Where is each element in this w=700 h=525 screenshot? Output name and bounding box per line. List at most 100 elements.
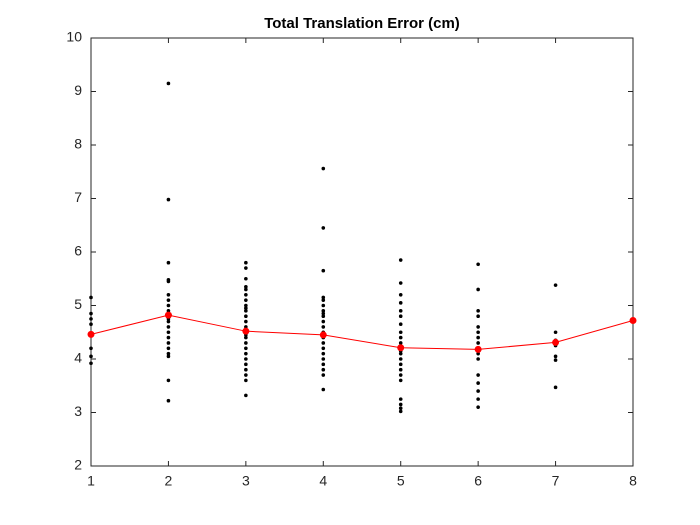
data-point	[166, 398, 171, 403]
data-point	[89, 322, 93, 327]
data-point	[244, 367, 248, 372]
data-point	[321, 295, 326, 300]
data-point	[476, 314, 480, 319]
data-point	[398, 397, 403, 401]
data-point	[244, 378, 248, 383]
data-point	[321, 314, 326, 319]
data-point	[476, 287, 480, 292]
data-point	[244, 276, 248, 281]
data-point	[398, 351, 403, 356]
data-point	[398, 335, 403, 340]
data-point	[244, 393, 248, 398]
data-point	[398, 301, 403, 305]
x-tick-label: 5	[397, 473, 405, 489]
x-tick-label: 4	[319, 473, 327, 489]
mean-marker	[319, 331, 327, 339]
y-tick-label: 2	[74, 457, 82, 473]
data-point	[244, 341, 248, 345]
data-point	[398, 309, 403, 313]
data-point	[244, 260, 248, 265]
data-point	[244, 266, 248, 270]
data-point	[476, 397, 480, 401]
x-tick-label: 7	[552, 473, 560, 489]
data-point	[89, 311, 93, 316]
data-point	[244, 346, 248, 351]
data-point	[398, 362, 403, 367]
data-point	[398, 258, 403, 262]
data-point	[321, 298, 326, 302]
mean-marker	[164, 311, 172, 319]
data-point	[166, 319, 171, 324]
data-point	[398, 367, 403, 372]
data-point	[321, 268, 326, 273]
data-point	[166, 341, 171, 345]
data-point	[398, 341, 403, 345]
data-point	[476, 357, 480, 361]
y-tick-label: 8	[74, 136, 82, 152]
data-point	[244, 314, 248, 319]
data-point	[476, 262, 480, 267]
data-point	[321, 303, 326, 308]
data-point	[166, 330, 171, 335]
data-point	[553, 385, 558, 390]
data-point	[166, 378, 171, 383]
data-point	[166, 279, 171, 284]
data-point	[398, 293, 403, 297]
data-point	[244, 298, 248, 302]
data-point	[166, 260, 171, 265]
data-point	[398, 322, 403, 327]
data-point	[553, 354, 558, 359]
data-point	[398, 357, 403, 361]
data-point	[398, 373, 403, 377]
y-tick-label: 3	[74, 403, 82, 419]
data-point	[321, 362, 326, 367]
data-point	[166, 197, 171, 202]
data-point	[398, 281, 403, 285]
data-point	[89, 354, 93, 359]
chart-title: Total Translation Error (cm)	[264, 15, 460, 32]
data-point	[244, 309, 248, 313]
data-point	[476, 373, 480, 377]
y-tick-label: 6	[74, 243, 82, 259]
data-point	[244, 335, 248, 340]
data-point	[321, 346, 326, 351]
data-point	[244, 351, 248, 356]
data-point	[321, 226, 326, 230]
data-point	[321, 387, 326, 392]
data-point	[166, 298, 171, 302]
data-point	[244, 303, 248, 308]
data-point	[244, 319, 248, 324]
data-point	[476, 309, 480, 313]
mean-marker	[397, 344, 405, 352]
data-point	[321, 341, 326, 345]
data-point	[476, 405, 480, 409]
mean-marker	[87, 330, 95, 338]
data-point	[321, 319, 326, 324]
data-point	[166, 81, 171, 86]
data-point	[321, 311, 326, 316]
data-point	[476, 330, 480, 335]
data-point	[398, 330, 403, 335]
data-point	[244, 362, 248, 367]
data-point	[398, 402, 403, 407]
data-point	[89, 295, 93, 300]
data-point	[321, 325, 326, 329]
x-tick-label: 6	[474, 473, 482, 489]
x-tick-label: 2	[165, 473, 173, 489]
data-point	[553, 358, 558, 362]
data-point	[553, 283, 558, 287]
data-point	[244, 287, 248, 292]
data-point	[476, 325, 480, 329]
data-point	[476, 381, 480, 385]
data-point	[244, 306, 248, 310]
mean-line	[90, 314, 634, 350]
data-point	[166, 325, 171, 329]
y-tick-label: 4	[74, 350, 82, 366]
data-point	[321, 357, 326, 361]
data-point	[398, 314, 403, 319]
data-point	[166, 351, 171, 356]
data-point	[244, 293, 248, 297]
data-point	[398, 378, 403, 383]
